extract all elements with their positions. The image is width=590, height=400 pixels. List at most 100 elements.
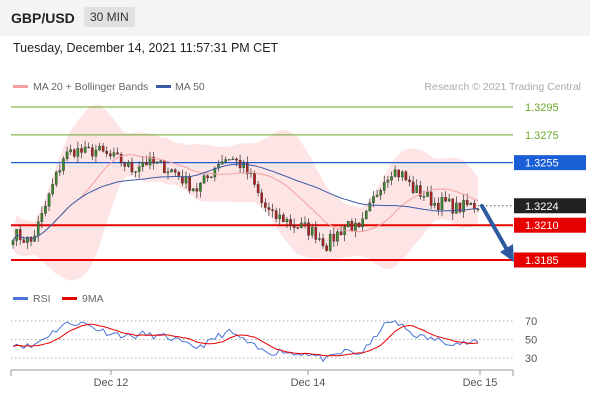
candle-body — [393, 169, 397, 177]
forecast-arrow-head — [500, 244, 514, 262]
candle-body — [408, 179, 411, 183]
candle-body — [101, 145, 105, 152]
candle-body — [300, 222, 303, 228]
candle-body — [119, 153, 123, 164]
candle-body — [54, 171, 58, 185]
candle-body — [33, 235, 36, 242]
candle-body — [321, 238, 325, 247]
candle-body — [332, 233, 336, 242]
candle-body — [354, 222, 357, 231]
candle-body — [372, 196, 375, 204]
rsi-tick-70: 70 — [525, 316, 537, 328]
candle-body — [429, 191, 433, 206]
candle-body — [318, 238, 321, 240]
rsi-ma-line — [12, 323, 479, 357]
rsi-panel: 70 50 30 — [11, 316, 537, 365]
candle-body — [235, 158, 238, 161]
rsi-legend-label: RSI — [33, 293, 51, 305]
moving-averages — [12, 154, 514, 262]
candle-body — [382, 182, 386, 191]
source-credit: Research © 2021 Trading Central — [424, 81, 581, 93]
candle-body — [379, 190, 382, 196]
candle-body — [411, 181, 415, 193]
rsi-ma-legend-label: 9MA — [82, 293, 104, 305]
candle-body — [437, 202, 440, 211]
candle-body — [422, 196, 426, 198]
candle-body — [336, 231, 339, 242]
candle-body — [350, 220, 354, 231]
candle-body — [184, 176, 188, 184]
candle-body — [141, 162, 145, 168]
candle-body — [220, 161, 224, 165]
time-axis: Dec 12 Dec 14 Dec 15 — [10, 369, 514, 389]
level-box-1.3185 — [514, 252, 586, 268]
candle-body — [159, 160, 163, 162]
x-tick-label-dec-15: Dec 15 — [463, 377, 498, 389]
candle-body — [188, 176, 191, 191]
candle-body — [260, 192, 264, 203]
candle-body — [328, 233, 332, 251]
ma50-line — [12, 163, 479, 241]
x-tick-label-dec-14: Dec 14 — [291, 377, 326, 389]
candle-body — [109, 153, 112, 157]
candle-body — [209, 176, 213, 179]
candle-body — [22, 239, 26, 243]
candle-body — [462, 199, 465, 213]
candle-body — [112, 152, 116, 157]
candle-body — [18, 229, 22, 241]
candle-body — [44, 205, 47, 214]
candle-body — [166, 171, 170, 174]
candle-body — [105, 151, 109, 154]
candle-body — [390, 176, 393, 181]
candle-body — [173, 169, 177, 173]
candle-body — [47, 193, 51, 207]
candle-body — [303, 222, 307, 224]
candle-body — [98, 145, 101, 151]
candle-body — [426, 191, 429, 197]
candle-body — [444, 197, 447, 202]
candle-body — [314, 227, 318, 240]
price-levels: 1.3295 1.3275 1.3255 1.3224 1.3210 1.3185 — [11, 102, 586, 268]
candle-body — [163, 160, 166, 174]
candle-body — [72, 149, 76, 157]
candles — [11, 140, 480, 253]
candle-body — [91, 147, 94, 157]
candle-body — [401, 171, 404, 178]
candle-body — [325, 245, 328, 251]
candle-body — [274, 210, 278, 219]
candle-body — [80, 148, 83, 153]
candle-body — [256, 184, 260, 193]
candle-body — [386, 179, 390, 183]
candle-body — [419, 185, 422, 197]
candle-body — [415, 185, 419, 193]
candle-body — [155, 161, 159, 164]
level-label-1.3275: 1.3275 — [525, 130, 559, 142]
candle-body — [123, 162, 127, 167]
candle-body — [397, 169, 400, 178]
candle-body — [137, 166, 141, 172]
candle-body — [69, 149, 72, 153]
candle-body — [292, 224, 296, 228]
candle-body — [65, 151, 69, 160]
candle-body — [289, 219, 292, 226]
candle-body — [206, 175, 209, 178]
candle-body — [145, 162, 148, 166]
candle-body — [296, 227, 300, 229]
timeframe-badge[interactable]: 30 MIN — [84, 7, 135, 27]
candle-body — [433, 202, 437, 206]
rsi-tick-50: 50 — [525, 335, 537, 347]
candle-body — [455, 202, 458, 214]
level-label-1.3185: 1.3185 — [525, 255, 559, 267]
candle-body — [282, 214, 285, 222]
candle-body — [440, 197, 444, 211]
rsi-ma-legend-swatch — [62, 297, 77, 300]
candle-body — [181, 176, 184, 184]
candle-body — [134, 171, 137, 173]
candle-body — [253, 172, 256, 185]
candle-body — [476, 208, 480, 211]
candle-body — [26, 236, 29, 243]
candle-body — [76, 148, 80, 157]
bollinger-band-fill — [13, 104, 478, 281]
candle-body — [267, 207, 271, 210]
